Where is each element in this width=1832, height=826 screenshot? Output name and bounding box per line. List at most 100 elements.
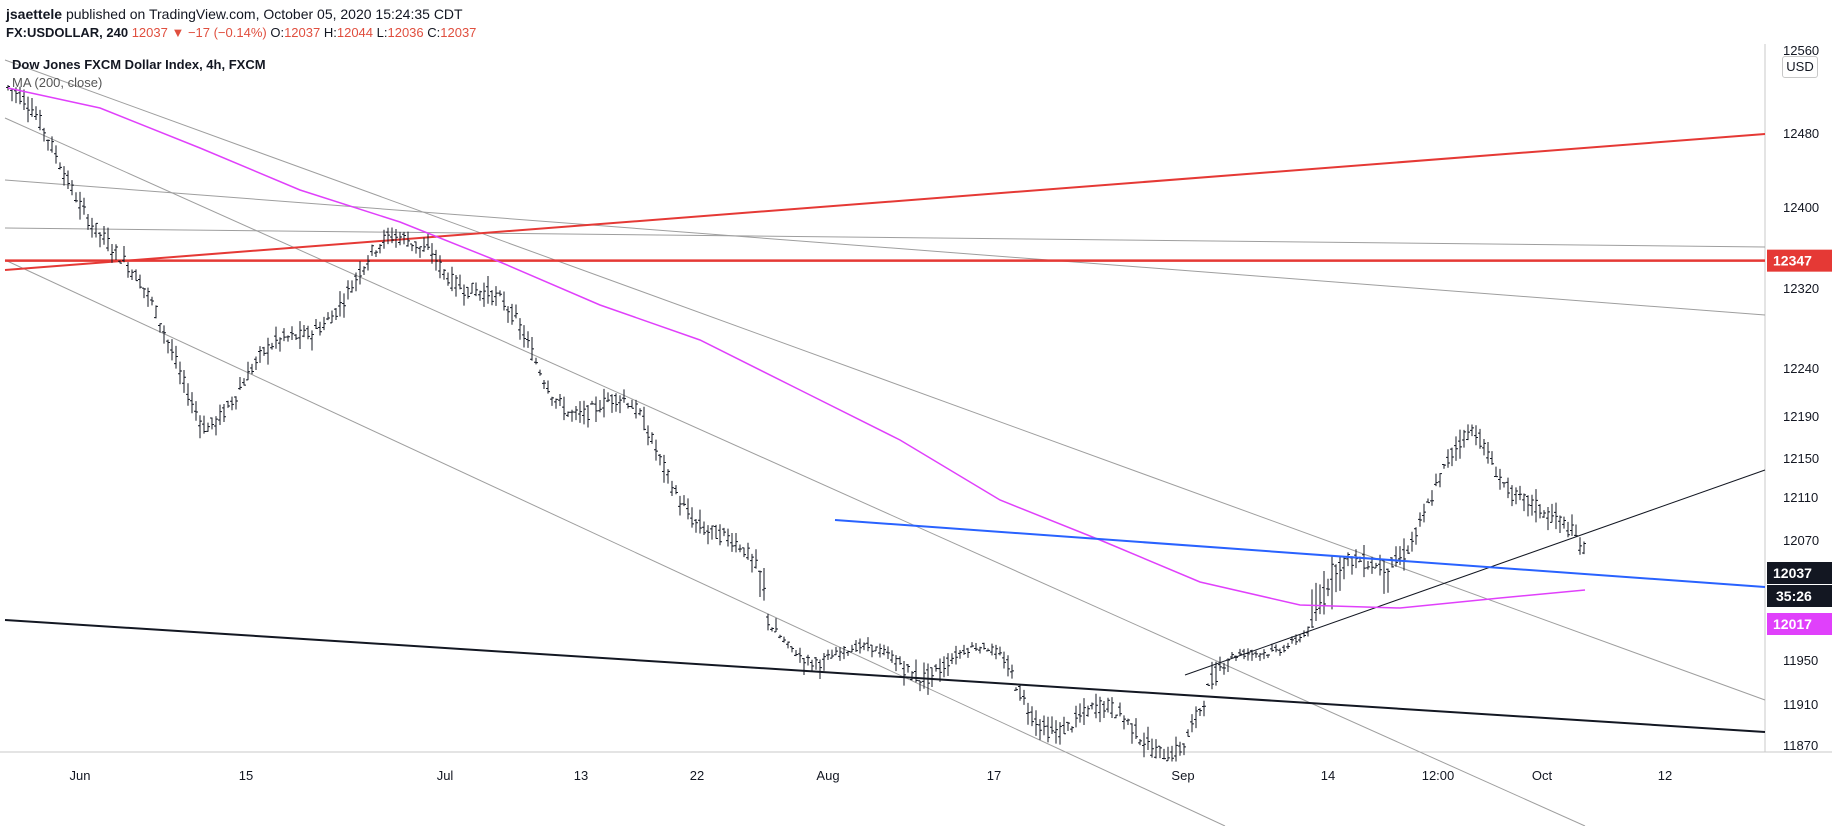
trendline-red[interactable] <box>4 133 1766 271</box>
ohlc-bar <box>1086 705 1090 717</box>
ohlc-bar <box>494 286 498 306</box>
ohlc-bar <box>1130 723 1134 744</box>
ohlc-bar <box>874 646 878 652</box>
ohlc-bar <box>374 250 378 257</box>
ohlc-bar <box>870 644 874 658</box>
moving-average-line[interactable] <box>7 87 1586 609</box>
ohlc-bar <box>470 282 474 294</box>
ohlc-bar <box>1254 650 1258 658</box>
ohlc-bar <box>118 260 122 264</box>
open-value: 12037 <box>284 25 321 40</box>
ohlc-bar <box>1078 703 1082 723</box>
ohlc-bar <box>442 269 446 280</box>
ohlc-bar <box>334 308 338 321</box>
ohlc-bar <box>834 646 838 656</box>
ohlc-bar <box>782 636 786 643</box>
ohlc-bar <box>1410 531 1414 552</box>
ohlc-bar <box>1518 485 1522 501</box>
ohlc-bar <box>1030 706 1034 727</box>
ohlc-bar <box>102 225 106 245</box>
ohlc-bar <box>1022 689 1026 705</box>
ohlc-bar <box>1038 719 1042 740</box>
ohlc-bar <box>934 664 938 672</box>
ohlc-bar <box>1402 538 1406 571</box>
ohlc-bar <box>122 246 126 263</box>
price-label-text: 12347 <box>1773 253 1812 269</box>
ohlc-bar <box>610 394 614 413</box>
ohlc-bar <box>1346 552 1350 567</box>
ohlc-bar <box>218 404 222 425</box>
ohlc-bar <box>1554 502 1558 530</box>
ohlc-bar <box>698 509 702 534</box>
ohlc-bar <box>562 396 566 421</box>
currency-badge[interactable]: USD <box>1782 56 1818 78</box>
ohlc-bar <box>654 439 658 461</box>
ohlc-bar <box>446 272 450 286</box>
ohlc-bar <box>866 637 870 652</box>
ohlc-bar <box>270 342 274 350</box>
ohlc-bars[interactable] <box>6 85 1586 762</box>
ohlc-bar <box>714 524 718 539</box>
ohlc-bar <box>346 280 350 300</box>
ohlc-bar <box>1266 654 1270 658</box>
ohlc-bar <box>50 136 54 153</box>
ohlc-bar <box>662 454 666 483</box>
ohlc-bar <box>1154 739 1158 759</box>
ohlc-bar <box>66 170 70 189</box>
price-label-box <box>1767 562 1832 584</box>
ohlc-bar <box>806 654 810 666</box>
ohlc-bar <box>362 266 366 275</box>
time-tick-label: 12 <box>1658 768 1672 783</box>
author-name[interactable]: jsaettele <box>6 6 63 22</box>
time-tick-label: Aug <box>816 768 839 783</box>
trendline-black[interactable] <box>4 619 1766 733</box>
series-legend-title[interactable]: Dow Jones FXCM Dollar Index, 4h, FXCM <box>12 57 266 72</box>
ohlc-bar <box>510 303 514 325</box>
ma-legend[interactable]: MA (200, close) <box>12 75 103 90</box>
ohlc-bar <box>150 296 154 306</box>
ohlc-bar <box>1566 521 1570 538</box>
ohlc-bar <box>422 237 426 252</box>
ohlc-bar <box>1394 546 1398 567</box>
trendline-gray[interactable] <box>4 179 1766 316</box>
ohlc-bar <box>1190 714 1194 733</box>
ohlc-bar <box>1530 494 1534 516</box>
ohlc-bar <box>1050 716 1054 734</box>
trendline-gray[interactable] <box>4 59 1766 701</box>
ohlc-bar <box>978 646 982 654</box>
trendline-gray[interactable] <box>4 259 1226 826</box>
ohlc-bar <box>974 643 978 651</box>
ohlc-bar <box>302 324 306 338</box>
ohlc-bar <box>1446 449 1450 468</box>
ohlc-bar <box>106 227 110 252</box>
ohlc-bar <box>390 227 394 244</box>
ohlc-bar <box>1506 477 1510 499</box>
ohlc-bar <box>622 389 626 403</box>
trendline-gray[interactable] <box>4 117 1586 826</box>
ohlc-bar <box>722 527 726 537</box>
ohlc-bar <box>790 646 794 653</box>
ohlc-bar <box>1490 451 1494 465</box>
ohlc-bar <box>454 275 458 297</box>
time-tick-label: Jun <box>70 768 91 783</box>
ohlc-bar <box>526 331 530 348</box>
ohlc-bar <box>226 400 230 408</box>
ohlc-bar <box>318 321 322 336</box>
ohlc-bar <box>166 339 170 354</box>
ohlc-bar <box>634 399 638 419</box>
ohlc-bar <box>878 643 882 658</box>
trendline-gray[interactable] <box>1184 469 1766 676</box>
ohlc-bar <box>942 656 946 678</box>
trendline-blue[interactable] <box>834 519 1766 588</box>
price-tick-label: 12110 <box>1783 490 1818 505</box>
time-tick-label: 17 <box>987 768 1001 783</box>
ohlc-bar <box>1126 718 1130 726</box>
ohlc-bar <box>154 305 158 319</box>
ohlc-bar <box>618 395 622 414</box>
ohlc-bar <box>86 214 90 230</box>
ohlc-bar <box>1094 693 1098 719</box>
trendline-gray[interactable] <box>4 227 1766 248</box>
ohlc-bar <box>402 231 406 245</box>
published-text: published on TradingView.com, October 05… <box>65 6 463 22</box>
